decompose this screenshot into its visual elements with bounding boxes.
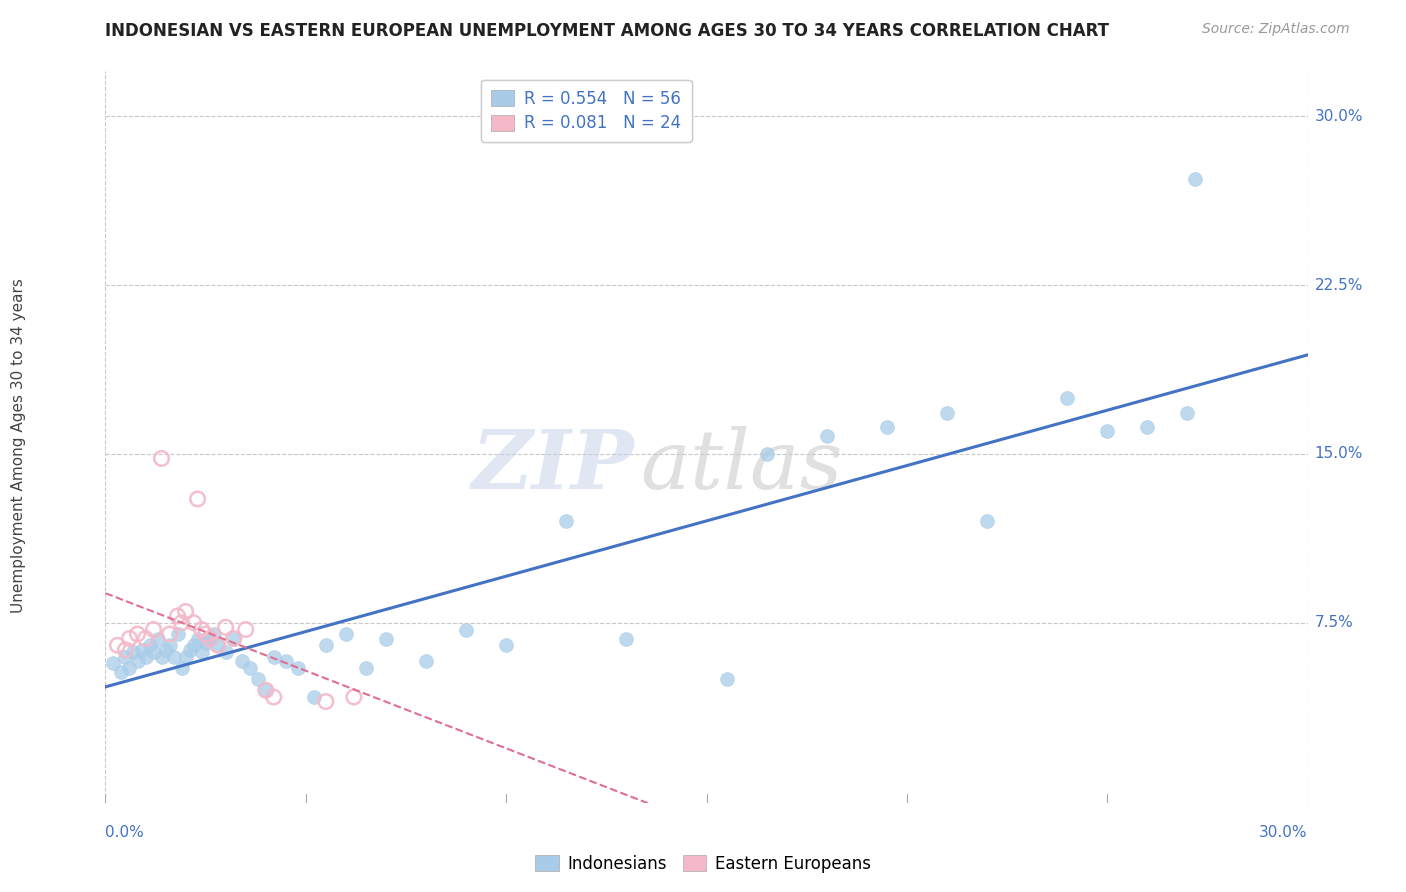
Point bbox=[107, 638, 129, 652]
Point bbox=[1056, 391, 1078, 405]
Point bbox=[198, 632, 221, 646]
Point bbox=[138, 638, 160, 652]
Point bbox=[302, 690, 325, 704]
Point bbox=[194, 627, 217, 641]
Point bbox=[415, 654, 437, 668]
Point bbox=[194, 636, 217, 650]
Point bbox=[936, 407, 959, 421]
Point bbox=[150, 649, 173, 664]
Point bbox=[222, 632, 245, 646]
Point bbox=[263, 649, 285, 664]
Point bbox=[135, 632, 157, 646]
Point bbox=[110, 665, 132, 680]
Point bbox=[343, 690, 366, 704]
Point bbox=[166, 609, 188, 624]
Legend: R = 0.554   N = 56, R = 0.081   N = 24: R = 0.554 N = 56, R = 0.081 N = 24 bbox=[481, 79, 692, 143]
Point bbox=[815, 429, 838, 443]
Point bbox=[254, 683, 277, 698]
Point bbox=[146, 632, 169, 646]
Point bbox=[616, 632, 638, 646]
Point bbox=[374, 632, 398, 646]
Point bbox=[190, 645, 212, 659]
Point bbox=[118, 661, 141, 675]
Point bbox=[274, 654, 297, 668]
Point bbox=[170, 615, 193, 630]
Point bbox=[159, 638, 181, 652]
Point bbox=[179, 642, 201, 657]
Point bbox=[263, 690, 285, 704]
Point bbox=[183, 638, 205, 652]
Text: 15.0%: 15.0% bbox=[1315, 447, 1362, 461]
Point bbox=[122, 645, 145, 659]
Point bbox=[135, 649, 157, 664]
Point bbox=[1177, 407, 1199, 421]
Point bbox=[239, 661, 262, 675]
Point bbox=[155, 642, 177, 657]
Text: 22.5%: 22.5% bbox=[1315, 277, 1362, 293]
Point bbox=[454, 623, 477, 637]
Text: INDONESIAN VS EASTERN EUROPEAN UNEMPLOYMENT AMONG AGES 30 TO 34 YEARS CORRELATIO: INDONESIAN VS EASTERN EUROPEAN UNEMPLOYM… bbox=[105, 22, 1109, 40]
Point bbox=[166, 627, 188, 641]
Point bbox=[315, 638, 337, 652]
Point bbox=[214, 620, 236, 634]
Point bbox=[315, 694, 337, 708]
Point bbox=[114, 642, 136, 657]
Point bbox=[716, 672, 738, 686]
Point bbox=[183, 615, 205, 630]
Point bbox=[235, 623, 257, 637]
Text: ZIP: ZIP bbox=[472, 426, 634, 507]
Point bbox=[190, 623, 212, 637]
Point bbox=[555, 515, 578, 529]
Point bbox=[246, 672, 269, 686]
Point bbox=[287, 661, 309, 675]
Point bbox=[150, 451, 173, 466]
Point bbox=[142, 623, 165, 637]
Point bbox=[755, 447, 778, 461]
Point bbox=[127, 627, 149, 641]
Point bbox=[1184, 172, 1206, 186]
Point bbox=[876, 420, 898, 434]
Point bbox=[187, 491, 209, 506]
Text: 30.0%: 30.0% bbox=[1315, 109, 1362, 124]
Point bbox=[103, 657, 125, 671]
Point bbox=[114, 649, 136, 664]
Point bbox=[127, 654, 149, 668]
Point bbox=[162, 649, 184, 664]
Point bbox=[1097, 425, 1119, 439]
Point bbox=[131, 642, 153, 657]
Point bbox=[231, 654, 253, 668]
Point bbox=[170, 661, 193, 675]
Point bbox=[354, 661, 377, 675]
Text: Source: ZipAtlas.com: Source: ZipAtlas.com bbox=[1202, 22, 1350, 37]
Point bbox=[187, 632, 209, 646]
Point bbox=[198, 632, 221, 646]
Point bbox=[214, 645, 236, 659]
Point bbox=[142, 645, 165, 659]
Point bbox=[207, 638, 229, 652]
Text: 0.0%: 0.0% bbox=[105, 825, 145, 840]
Text: 7.5%: 7.5% bbox=[1315, 615, 1354, 631]
Point bbox=[976, 515, 998, 529]
Point bbox=[335, 627, 357, 641]
Point bbox=[118, 632, 141, 646]
Text: 30.0%: 30.0% bbox=[1260, 825, 1308, 840]
Text: Unemployment Among Ages 30 to 34 years: Unemployment Among Ages 30 to 34 years bbox=[11, 278, 25, 614]
Point bbox=[202, 627, 225, 641]
Text: atlas: atlas bbox=[640, 426, 842, 507]
Point bbox=[159, 627, 181, 641]
Point bbox=[174, 649, 197, 664]
Point bbox=[495, 638, 517, 652]
Point bbox=[174, 605, 197, 619]
Point bbox=[254, 683, 277, 698]
Point bbox=[222, 632, 245, 646]
Point bbox=[207, 638, 229, 652]
Legend: Indonesians, Eastern Europeans: Indonesians, Eastern Europeans bbox=[529, 848, 877, 880]
Point bbox=[1136, 420, 1159, 434]
